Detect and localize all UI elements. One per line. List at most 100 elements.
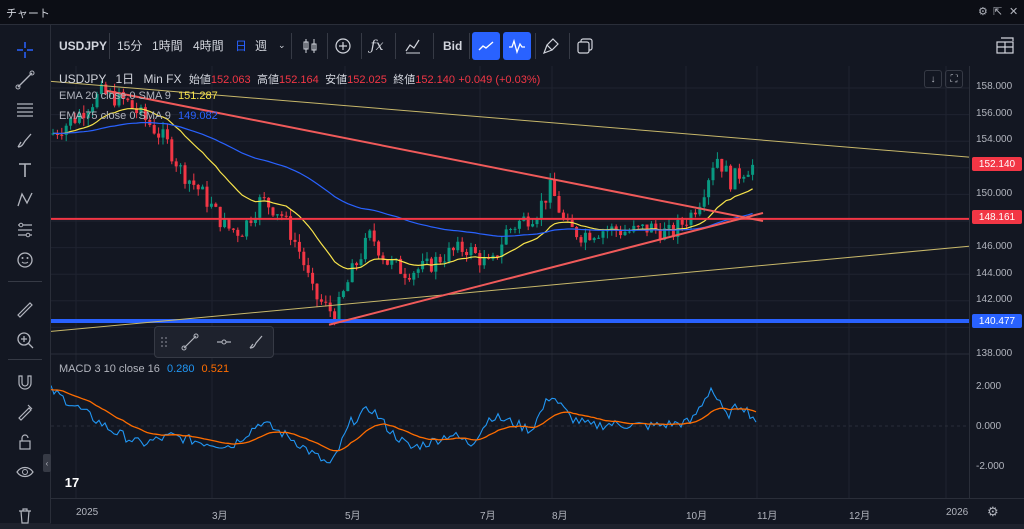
ruler-icon[interactable] — [10, 297, 40, 323]
toolbar-divider — [469, 33, 470, 59]
interval-1w[interactable]: 週 — [255, 39, 268, 53]
legend-high: 152.164 — [278, 74, 319, 86]
ema20-legend[interactable]: EMA 20 close 0 SMA 9 151.287 — [59, 90, 218, 102]
time-axis[interactable]: 2025 3月 5月 7月 8月 10月 11月 12月 2026 ⚙ — [51, 498, 1024, 524]
candle-body — [544, 200, 548, 203]
hline-price-label: 148.161 — [972, 210, 1022, 224]
candle-body — [526, 216, 530, 227]
macd-legend[interactable]: MACD 3 10 close 16 0.280 0.521 — [59, 363, 229, 375]
candle-body — [113, 91, 117, 106]
triangle-lower — [328, 212, 764, 326]
candle-body — [385, 260, 389, 265]
copy-layout-icon[interactable] — [571, 32, 599, 60]
chevron-down-icon[interactable]: ⌄ — [278, 40, 286, 50]
unlock-icon[interactable] — [10, 429, 40, 455]
legend-high-label: 高値 — [256, 74, 279, 86]
pattern-icon[interactable] — [10, 187, 40, 213]
price-axis[interactable]: 158.000 156.000 154.000 150.000 146.000 … — [969, 66, 1024, 498]
toolbar-divider — [433, 33, 434, 59]
drag-handle-icon[interactable] — [157, 330, 171, 354]
gear-icon[interactable]: ⚙ — [987, 504, 999, 519]
candle-body — [121, 91, 125, 99]
ema75-legend[interactable]: EMA 75 close 0 SMA 9 149.082 — [59, 110, 218, 122]
interval-4h[interactable]: 4時間 — [193, 39, 224, 53]
candle-body — [271, 207, 275, 216]
interval-1h[interactable]: 1時間 — [152, 39, 183, 53]
candle-body — [196, 184, 200, 190]
candle-body — [359, 259, 363, 266]
candle-body — [733, 168, 737, 190]
trash-icon[interactable] — [10, 503, 40, 529]
zoom-in-icon[interactable] — [10, 327, 40, 353]
interval-1d[interactable]: 日 — [235, 39, 248, 53]
candle-body — [597, 237, 601, 239]
candle-body — [671, 224, 675, 237]
candle-body — [355, 263, 359, 266]
popout-icon[interactable]: ⇱ — [993, 6, 1003, 18]
candle-type-icon[interactable] — [296, 32, 324, 60]
chart-canvas[interactable] — [51, 66, 969, 498]
trendline-icon[interactable] — [177, 330, 203, 354]
compare-icon[interactable] — [399, 32, 427, 60]
candle-body — [742, 176, 746, 179]
candle-body — [407, 277, 411, 280]
candle-body — [315, 283, 319, 300]
candle-body — [170, 139, 174, 162]
collapse-left-icon[interactable]: ‹ — [43, 454, 51, 472]
eye-icon[interactable] — [10, 459, 40, 485]
fullscreen-icon[interactable]: ⛶ — [945, 70, 963, 88]
layout-icon[interactable] — [991, 32, 1019, 60]
toolbar-divider — [569, 33, 570, 59]
emoji-icon[interactable] — [10, 247, 40, 273]
trendline-icon[interactable] — [10, 67, 40, 93]
brush-icon[interactable] — [10, 127, 40, 153]
horizontal-ray-icon[interactable] — [211, 330, 237, 354]
candle-body — [473, 247, 477, 254]
brush-icon[interactable] — [243, 330, 269, 354]
wave-tool-icon[interactable] — [503, 32, 531, 60]
candle-body — [275, 214, 279, 216]
close-icon[interactable]: ✕ — [1009, 6, 1019, 18]
bid-button[interactable]: Bid — [443, 38, 463, 53]
candle-body — [583, 232, 587, 243]
candle-body — [333, 311, 337, 322]
lock-draw-icon[interactable] — [10, 399, 40, 425]
line-tool-icon[interactable] — [472, 32, 500, 60]
legend-close: 152.140 — [415, 74, 455, 86]
symbol-selector[interactable]: USDJPY — [59, 38, 108, 53]
candle-body — [60, 134, 64, 136]
top-toolbar: USDJPY 15分 1時間 4時間 日 週 ⌄ ƒx Bid — [51, 25, 1024, 67]
time-tick: 2026 — [946, 507, 969, 518]
indicator-add-icon[interactable] — [329, 32, 357, 60]
text-icon[interactable] — [10, 157, 40, 183]
candle-body — [513, 228, 517, 230]
magnet-icon[interactable] — [10, 369, 40, 395]
candle-body — [504, 229, 508, 245]
forecast-icon[interactable] — [10, 217, 40, 243]
last-price-label: 152.140 — [972, 157, 1022, 171]
candle-body — [302, 251, 306, 266]
candle-body — [55, 133, 59, 135]
candle-body — [601, 231, 605, 238]
candle-body — [377, 241, 381, 256]
settings-icon[interactable]: ⚙ — [978, 6, 988, 18]
legend-open: 152.063 — [210, 74, 251, 86]
brush-clean-icon[interactable] — [537, 32, 565, 60]
candle-body — [579, 237, 583, 243]
arrow-down-icon[interactable]: ↓ — [924, 70, 942, 88]
interval-15m[interactable]: 15分 — [117, 39, 143, 53]
hline-price-label: 140.477 — [972, 314, 1022, 328]
macd-signal-line — [51, 388, 757, 452]
chart-area[interactable]: USDJPY 1日 Min FX 始値152.063 高値152.164 安値1… — [43, 66, 969, 498]
candle-body — [614, 226, 618, 231]
toolbar-divider — [291, 33, 292, 59]
candle-body — [438, 256, 442, 263]
candle-body — [443, 261, 447, 263]
macd-signal-value: 0.521 — [201, 363, 230, 375]
candle-body — [117, 91, 121, 106]
candle-body — [267, 197, 271, 208]
crosshair-icon[interactable] — [10, 37, 40, 63]
candle-body — [161, 129, 165, 138]
fx-icon[interactable]: ƒx — [370, 38, 384, 54]
fib-icon[interactable] — [10, 97, 40, 123]
